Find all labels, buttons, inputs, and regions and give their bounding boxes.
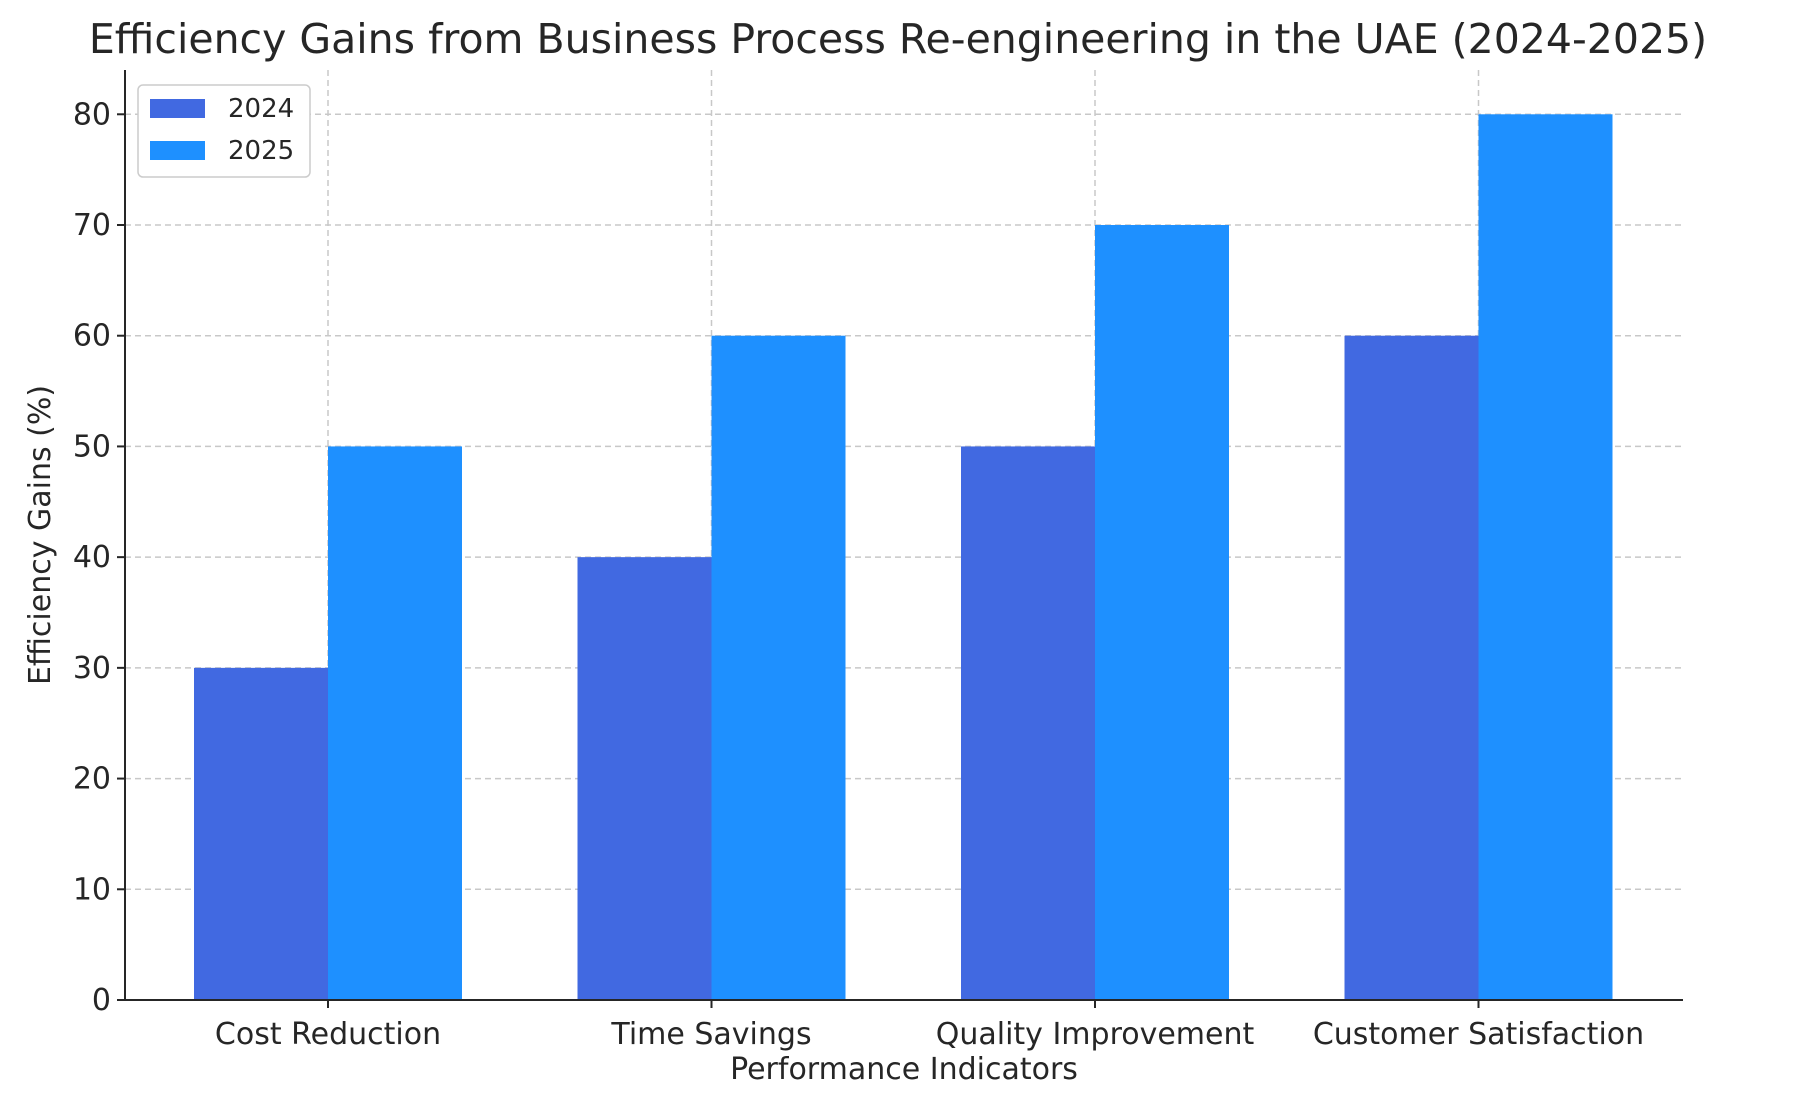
bar-2025-customer-satisfaction xyxy=(1478,114,1613,1001)
x-tick-label: Quality Improvement xyxy=(936,1017,1255,1052)
legend-swatch-2024 xyxy=(150,99,205,118)
y-tick-label: 60 xyxy=(73,319,111,354)
bar-2024-cost-reduction xyxy=(194,667,328,1000)
y-tick-label: 20 xyxy=(73,762,111,797)
legend: 2024 2025 xyxy=(137,84,311,178)
x-axis-label: Performance Indicators xyxy=(730,1052,1078,1087)
legend-swatch-2025 xyxy=(150,141,205,160)
bar-2025-cost-reduction xyxy=(328,446,462,1000)
x-tick-label: Cost Reduction xyxy=(215,1017,441,1052)
bar-2025-time-savings xyxy=(711,335,846,1000)
x-tick-label: Time Savings xyxy=(610,1017,811,1052)
x-tick-labels: Cost Reduction Time Savings Quality Improv… xyxy=(215,1000,1644,1052)
y-tick-label: 40 xyxy=(73,540,111,575)
bar-2025-quality-improvement xyxy=(1095,225,1229,1000)
legend-label-2025: 2025 xyxy=(228,136,294,166)
y-tick-label: 0 xyxy=(92,983,111,1018)
bar-2024-quality-improvement xyxy=(961,446,1095,1000)
y-tick-labels: 0 10 20 30 40 50 60 70 80 xyxy=(73,97,125,1018)
bar-2024-customer-satisfaction xyxy=(1344,335,1479,1000)
bar-2024-time-savings xyxy=(577,557,712,1000)
x-tick-label: Customer Satisfaction xyxy=(1313,1017,1644,1052)
bars xyxy=(194,114,1613,1001)
y-axis-label: Efficiency Gains (%) xyxy=(23,385,58,685)
y-tick-label: 50 xyxy=(73,429,111,464)
chart-title: Efficiency Gains from Business Process R… xyxy=(89,15,1707,63)
y-tick-label: 10 xyxy=(73,872,111,907)
y-tick-label: 80 xyxy=(73,97,111,132)
y-tick-label: 30 xyxy=(73,651,111,686)
legend-label-2024: 2024 xyxy=(228,94,294,124)
y-tick-label: 70 xyxy=(73,208,111,243)
